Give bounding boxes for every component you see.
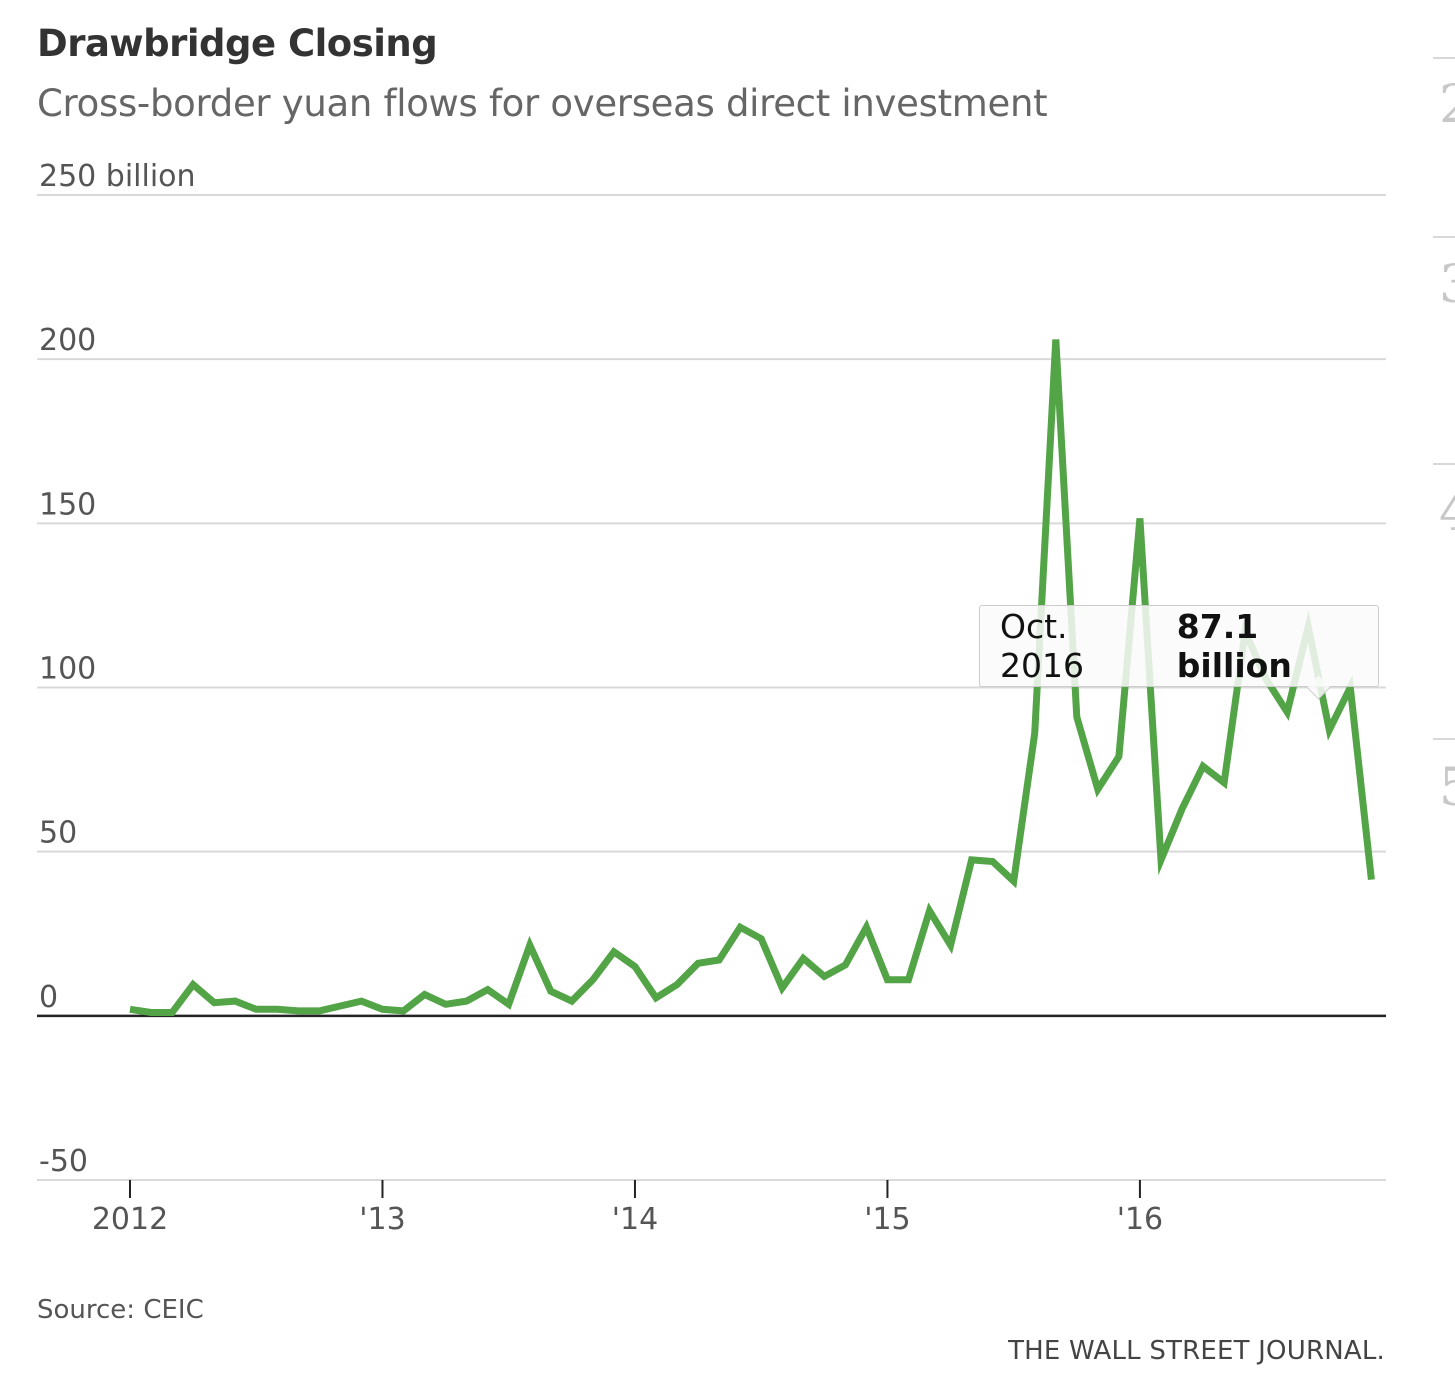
series-line bbox=[129, 339, 1375, 1016]
adjacent-content-edge: 2 3 4 5 bbox=[1433, 0, 1455, 900]
y-tick-label: 200 bbox=[39, 323, 96, 358]
y-axis-labels: 250 billion 200 150 100 50 0 -50 bbox=[39, 159, 196, 1179]
series-layer bbox=[129, 339, 1375, 1016]
y-tick-label: 0 bbox=[39, 980, 58, 1015]
edge-divider bbox=[1433, 738, 1455, 740]
edge-number: 4 bbox=[1439, 483, 1455, 543]
edge-divider bbox=[1433, 57, 1455, 59]
y-tick-label: -50 bbox=[39, 1144, 88, 1179]
y-tick-label: 100 bbox=[39, 652, 96, 687]
x-tick-label: '15 bbox=[864, 1202, 910, 1237]
publisher-credit: THE WALL STREET JOURNAL. bbox=[1008, 1336, 1385, 1366]
tooltip-value: 87.1 billion bbox=[1176, 607, 1292, 685]
x-tick-label: '16 bbox=[1117, 1202, 1163, 1237]
hover-tooltip: Oct. 2016 87.1 billion bbox=[979, 605, 1379, 687]
y-tick-label: 250 billion bbox=[39, 159, 196, 194]
edge-number: 2 bbox=[1439, 75, 1455, 135]
gridlines bbox=[37, 194, 1386, 1181]
edge-divider bbox=[1433, 463, 1455, 465]
x-tick-label: 2012 bbox=[92, 1202, 168, 1237]
x-axis: 2012 '13 '14 '15 '16 bbox=[92, 1180, 1163, 1237]
edge-divider bbox=[1433, 236, 1455, 238]
y-tick-label: 150 bbox=[39, 487, 96, 522]
edge-number: 5 bbox=[1439, 758, 1455, 818]
source-note: Source: CEIC bbox=[37, 1295, 204, 1325]
x-tick-label: '14 bbox=[612, 1202, 658, 1237]
chart-title: Drawbridge Closing bbox=[37, 22, 438, 65]
edge-number: 3 bbox=[1439, 255, 1455, 315]
tooltip-date: Oct. 2016 bbox=[1000, 607, 1084, 685]
y-tick-label: 50 bbox=[39, 816, 77, 851]
x-tick-label: '13 bbox=[359, 1202, 405, 1237]
chart-subtitle: Cross-border yuan flows for overseas dir… bbox=[37, 82, 1048, 125]
